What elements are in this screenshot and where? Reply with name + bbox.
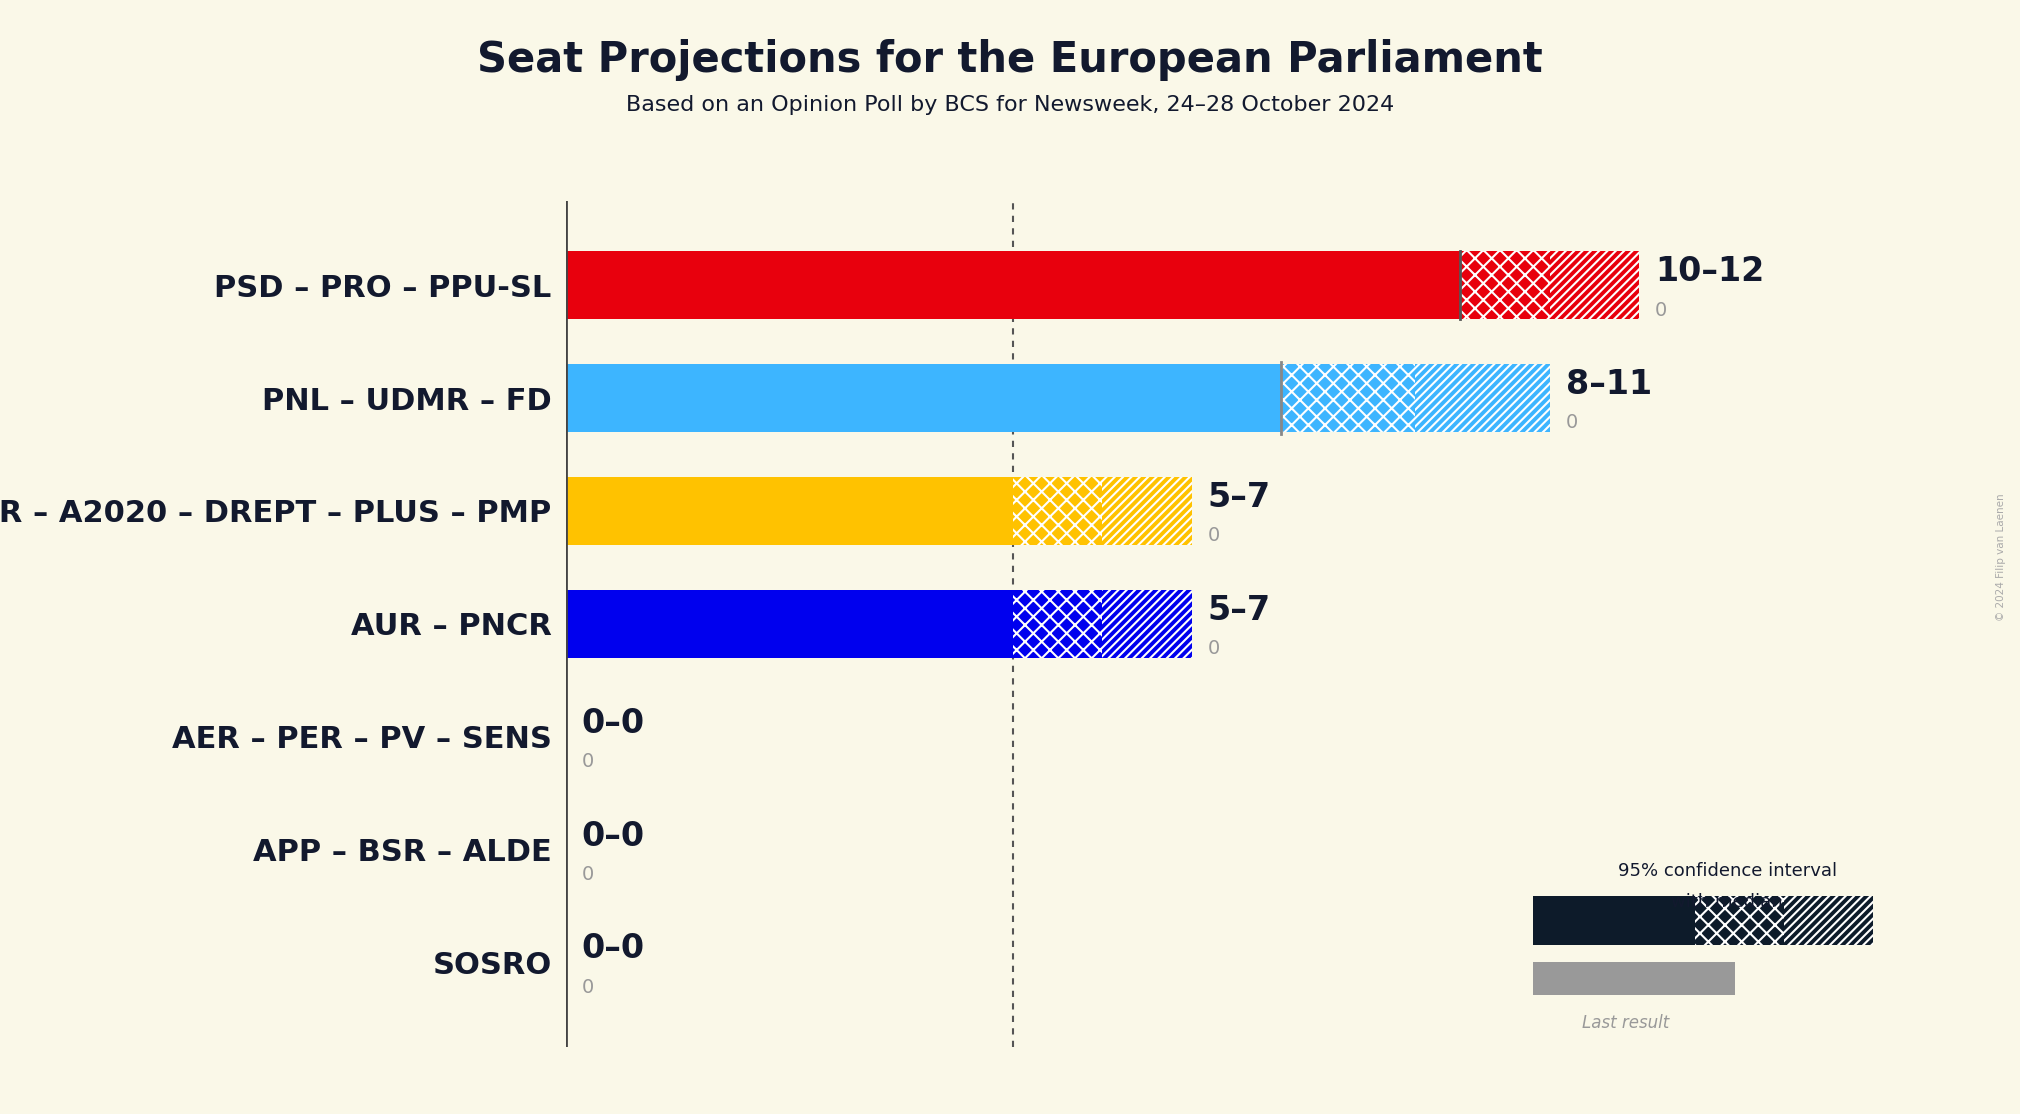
Text: 0: 0 (582, 752, 594, 771)
Text: 0: 0 (582, 978, 594, 997)
Text: Last result: Last result (1582, 1014, 1671, 1032)
Text: 0: 0 (1208, 526, 1220, 545)
Bar (1281, 364, 1416, 432)
Bar (566, 252, 1460, 319)
Text: 5–7: 5–7 (1208, 481, 1271, 514)
Text: 0: 0 (1566, 413, 1578, 432)
Bar (1416, 364, 1549, 432)
Bar (1533, 896, 1695, 945)
Bar (1012, 590, 1103, 657)
Text: 8–11: 8–11 (1566, 368, 1652, 401)
Text: 0–0: 0–0 (582, 932, 644, 966)
Bar (1695, 896, 1784, 945)
Text: 0: 0 (1208, 639, 1220, 658)
Text: Seat Projections for the European Parliament: Seat Projections for the European Parlia… (477, 39, 1543, 81)
Text: 95% confidence interval: 95% confidence interval (1618, 862, 1836, 880)
Bar (1784, 896, 1873, 945)
Text: 5–7: 5–7 (1208, 594, 1271, 627)
Bar (1533, 962, 1735, 995)
Text: with median: with median (1671, 893, 1784, 911)
Bar (1549, 252, 1638, 319)
Bar (1460, 252, 1549, 319)
Bar (1103, 590, 1192, 657)
Text: © 2024 Filip van Laenen: © 2024 Filip van Laenen (1996, 494, 2006, 620)
Bar (566, 477, 1012, 545)
Bar (566, 364, 1281, 432)
Text: 10–12: 10–12 (1654, 255, 1763, 289)
Bar (1012, 477, 1103, 545)
Text: 0: 0 (1654, 301, 1666, 320)
Text: Based on an Opinion Poll by BCS for Newsweek, 24–28 October 2024: Based on an Opinion Poll by BCS for News… (626, 95, 1394, 115)
Bar (1103, 477, 1192, 545)
Text: 0–0: 0–0 (582, 706, 644, 740)
Text: 0: 0 (582, 864, 594, 883)
Bar (566, 590, 1012, 657)
Text: 0–0: 0–0 (582, 820, 644, 852)
